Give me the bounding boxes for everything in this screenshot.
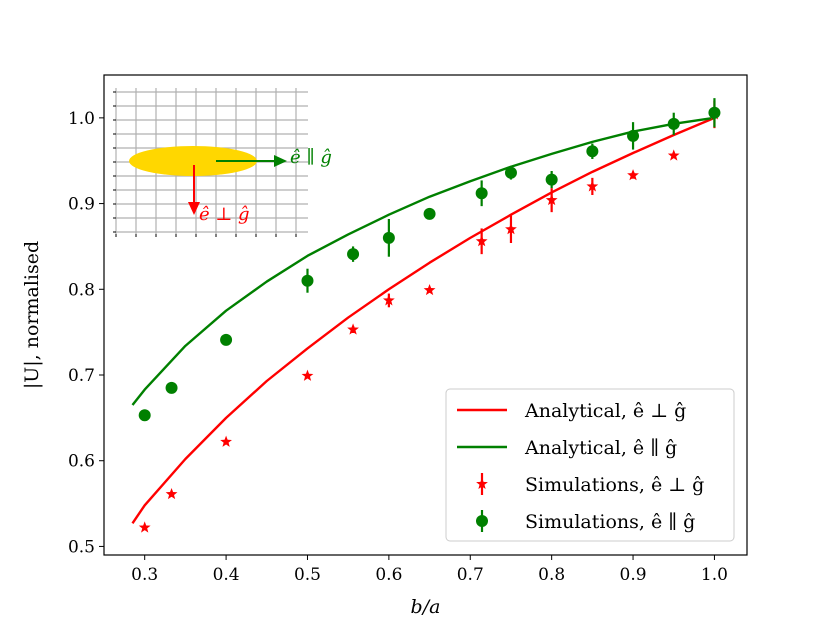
plot-area [131, 98, 721, 533]
data-point-star [165, 487, 178, 500]
x-tick-label: 0.7 [457, 565, 484, 585]
data-point-circle [347, 248, 360, 261]
data-point-circle [627, 129, 640, 142]
data-point-circle [475, 187, 488, 200]
data-point-circle [667, 117, 680, 130]
data-point-circle [504, 166, 517, 179]
data-point-circle [423, 207, 436, 220]
inset-label-perpendicular: ê ⊥ ĝ [199, 204, 250, 225]
legend-star-handle [476, 477, 488, 490]
x-tick-label: 0.9 [620, 565, 647, 585]
x-tick-label: 0.6 [375, 565, 402, 585]
y-tick-label: 0.6 [68, 452, 95, 472]
x-axis-ticks: 0.3 0.4 0.5 0.6 0.7 0.8 0.9 1.0 [131, 555, 728, 585]
y-tick-label: 0.8 [68, 280, 95, 300]
parallel-arrowhead [274, 155, 287, 167]
data-point-star [347, 323, 359, 335]
axes-frame [103, 74, 748, 556]
legend-label: Analytical, ê ⊥ ĝ [524, 400, 686, 422]
data-point-star [627, 169, 639, 181]
data-point-star [138, 521, 151, 533]
data-point-star [667, 149, 680, 161]
series-line-0 [131, 116, 715, 524]
legend: Analytical, ê ⊥ ĝ Analytical, ê ∥ ĝ Simula… [445, 388, 735, 542]
inset-label-parallel: ê ∥ ĝ [290, 147, 332, 168]
y-tick-label: 0.9 [68, 195, 95, 215]
x-axis-label: b/a [411, 596, 441, 618]
data-point-circle [165, 381, 178, 394]
x-tick-label: 0.5 [294, 565, 321, 585]
data-point-circle [382, 231, 395, 244]
y-tick-label: 1.0 [68, 109, 95, 129]
data-point-star [545, 193, 558, 206]
data-point-star [475, 235, 488, 247]
x-tick-label: 0.4 [213, 565, 240, 585]
legend-label: Analytical, ê ∥ ĝ [524, 437, 677, 459]
x-tick-label: 0.3 [131, 565, 158, 585]
data-point-circle [220, 333, 233, 346]
data-point-star [382, 294, 395, 306]
data-point-star [586, 180, 599, 192]
inset-diagram: ê ∥ ĝ ê ⊥ ĝ [113, 88, 332, 237]
data-point-circle [708, 106, 721, 119]
data-point-star [220, 435, 232, 447]
data-point-star [301, 369, 314, 381]
legend-box [445, 388, 735, 542]
legend-label: Simulations, ê ∥ ĝ [525, 511, 695, 533]
y-tick-label: 0.7 [68, 366, 95, 386]
x-tick-label: 1.0 [701, 565, 728, 585]
y-tick-label: 0.5 [68, 537, 95, 557]
x-tick-label: 0.8 [538, 565, 565, 585]
y-axis-ticks: 0.5 0.6 0.7 0.8 0.9 1.0 [68, 109, 104, 557]
inset-ellipse [129, 146, 257, 176]
data-point-circle [138, 409, 151, 422]
data-point-star [505, 223, 517, 235]
data-point-circle [586, 145, 599, 158]
legend-label: Simulations, ê ⊥ ĝ [525, 474, 704, 496]
series-line-1 [131, 116, 715, 406]
data-point-circle [301, 274, 314, 287]
data-point-star [423, 283, 436, 296]
legend-circle-handle [476, 515, 488, 527]
perpendicular-arrowhead [188, 202, 200, 215]
y-axis-label: |U|, normalised [21, 241, 43, 389]
data-point-circle [545, 173, 558, 186]
